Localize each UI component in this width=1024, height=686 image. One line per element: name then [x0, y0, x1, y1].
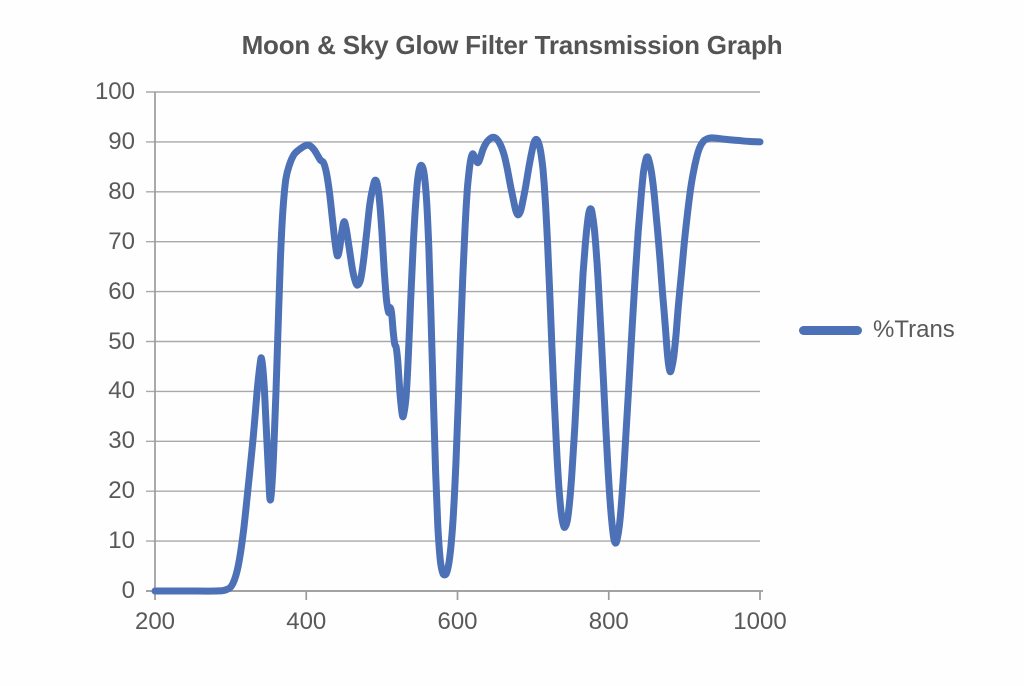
- x-tick-label-400: 400: [286, 608, 327, 635]
- x-tick-label-600: 600: [437, 608, 478, 635]
- x-tick-label-1000: 1000: [733, 608, 787, 635]
- y-tick-label-20: 20: [108, 477, 135, 505]
- y-tick-label-0: 0: [121, 577, 135, 604]
- x-tick-label-800: 800: [588, 608, 629, 635]
- y-tick-label-60: 60: [108, 277, 135, 305]
- transmission-curve: [151, 133, 764, 595]
- y-tick-label-100: 100: [94, 78, 135, 105]
- y-tick-label-50: 50: [108, 327, 135, 355]
- y-tick-label-70: 70: [108, 227, 135, 255]
- y-tick-label-30: 30: [108, 427, 135, 455]
- y-tick-label-10: 10: [108, 527, 135, 555]
- y-tick-label-40: 40: [108, 377, 135, 405]
- y-tick-label-90: 90: [108, 127, 135, 155]
- y-tick-label-80: 80: [108, 177, 135, 205]
- chart-title: Moon & Sky Glow Filter Transmission Grap…: [241, 30, 783, 60]
- legend: %Trans: [799, 316, 955, 344]
- legend-line-swatch: [799, 325, 862, 335]
- legend-label: %Trans: [873, 316, 955, 343]
- x-tick-label-200: 200: [134, 608, 176, 635]
